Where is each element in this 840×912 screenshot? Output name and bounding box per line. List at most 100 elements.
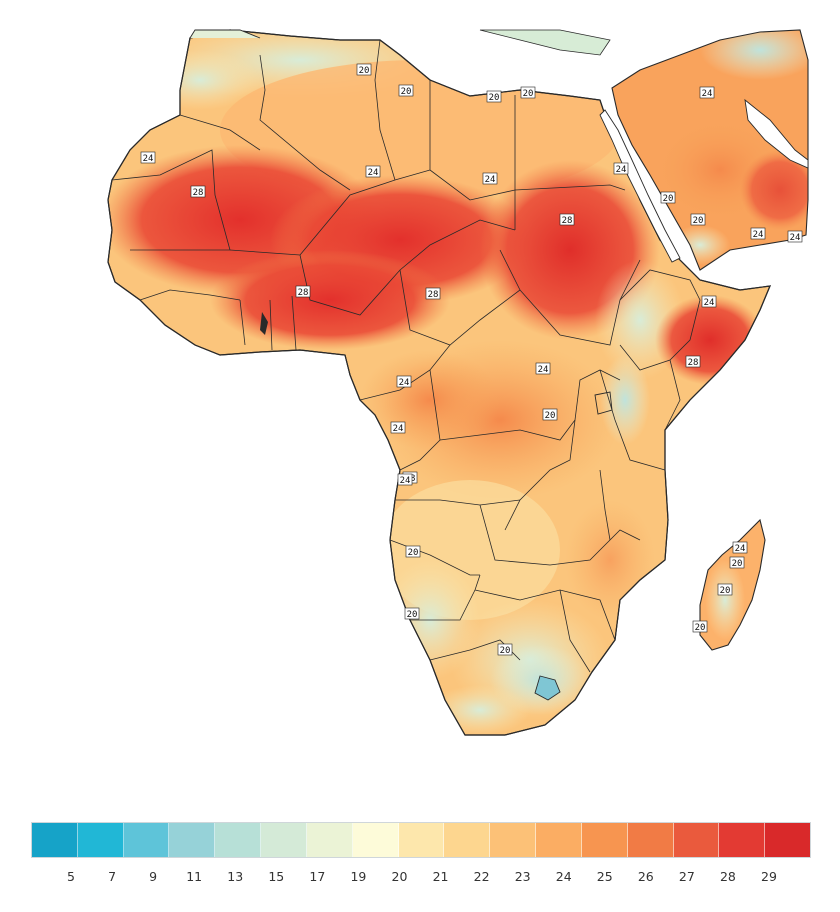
svg-text:28: 28 bbox=[428, 290, 439, 300]
africa-coastline bbox=[107, 29, 771, 736]
svg-text:24: 24 bbox=[143, 154, 154, 164]
colorbar-swatch bbox=[536, 823, 582, 857]
contour-label: 20 bbox=[486, 90, 502, 103]
contour-label: 28 bbox=[425, 287, 441, 300]
svg-text:20: 20 bbox=[732, 559, 743, 569]
svg-text:28: 28 bbox=[298, 288, 309, 298]
contour-label: 24 bbox=[140, 151, 156, 164]
red-sea bbox=[599, 109, 681, 263]
contour-label: 24 bbox=[613, 162, 629, 175]
madagascar-coastline bbox=[699, 518, 766, 651]
svg-text:28: 28 bbox=[193, 188, 204, 198]
contour-label: 20 bbox=[729, 556, 745, 569]
svg-text:20: 20 bbox=[720, 586, 731, 596]
colorbar-tick-label: 7 bbox=[108, 869, 117, 884]
svg-text:20: 20 bbox=[407, 610, 418, 620]
colorbar-tick-label: 26 bbox=[637, 869, 654, 884]
colorbar bbox=[31, 822, 811, 858]
colorbar-swatch bbox=[215, 823, 262, 857]
africa-temperature-map: 20 20 20 20 24 24 24 28 28 28 28 20 24 24 20 28 24 24 24 24… bbox=[107, 29, 809, 736]
contour-label: 24 bbox=[750, 227, 766, 240]
colorbar-tick-label: 21 bbox=[432, 869, 449, 884]
svg-text:24: 24 bbox=[702, 89, 713, 99]
europe-fragment bbox=[189, 29, 261, 39]
svg-text:24: 24 bbox=[538, 365, 549, 375]
colorbar-tick-label: 11 bbox=[186, 869, 203, 884]
colorbar-swatch bbox=[169, 823, 216, 857]
contour-label: 28 bbox=[559, 213, 575, 226]
svg-text:28: 28 bbox=[688, 358, 699, 368]
colorbar-tick-label: 17 bbox=[309, 869, 326, 884]
contour-label: 20 bbox=[542, 408, 558, 421]
contour-label: 20 bbox=[398, 84, 414, 97]
contour-label: 28 bbox=[685, 355, 701, 368]
colorbar-swatch bbox=[123, 823, 170, 857]
contour-label: 20 bbox=[717, 583, 733, 596]
contour-label: 24 bbox=[396, 375, 412, 388]
colorbar-tick-label: 23 bbox=[514, 869, 531, 884]
colorbar-swatch bbox=[444, 823, 491, 857]
svg-text:28: 28 bbox=[562, 216, 573, 226]
svg-text:24: 24 bbox=[704, 298, 715, 308]
contour-label: 24 bbox=[535, 362, 551, 375]
svg-text:24: 24 bbox=[393, 424, 404, 434]
contour-label: 20 bbox=[404, 607, 420, 620]
svg-text:20: 20 bbox=[359, 66, 370, 76]
svg-text:20: 20 bbox=[489, 93, 500, 103]
colorbar-tick-label: 28 bbox=[719, 869, 736, 884]
svg-text:20: 20 bbox=[695, 623, 706, 633]
colorbar-swatch bbox=[581, 823, 628, 857]
colorbar-tick-label: 15 bbox=[268, 869, 285, 884]
colorbar-swatch bbox=[352, 823, 399, 857]
contour-label: 24 bbox=[365, 165, 381, 178]
colorbar-swatch bbox=[306, 823, 353, 857]
colorbar-swatch bbox=[719, 823, 766, 857]
svg-text:20: 20 bbox=[545, 411, 556, 421]
colorbar-tick-label: 13 bbox=[227, 869, 244, 884]
contour-label: 24 bbox=[397, 473, 413, 486]
svg-text:24: 24 bbox=[485, 175, 496, 185]
colorbar-tick-label: 27 bbox=[678, 869, 695, 884]
colorbar-ticks: 5 7 9 11 13 15 17 19 20 21 22 23 24 25 26 27 28 29 bbox=[31, 869, 809, 889]
contour-label: 20 bbox=[690, 213, 706, 226]
svg-text:24: 24 bbox=[616, 165, 627, 175]
colorbar-swatch bbox=[77, 823, 124, 857]
colorbar-swatch bbox=[490, 823, 537, 857]
contour-label: 20 bbox=[356, 63, 372, 76]
svg-text:24: 24 bbox=[368, 168, 379, 178]
lesotho bbox=[534, 675, 561, 701]
contour-label: 28 bbox=[295, 285, 311, 298]
svg-text:24: 24 bbox=[790, 233, 801, 243]
svg-text:20: 20 bbox=[500, 646, 511, 656]
contour-label: 24 bbox=[701, 295, 717, 308]
colorbar-swatch bbox=[261, 823, 307, 857]
colorbar-tick-label: 25 bbox=[596, 869, 613, 884]
svg-text:24: 24 bbox=[735, 544, 746, 554]
colorbar-swatch bbox=[673, 823, 720, 857]
svg-text:24: 24 bbox=[399, 378, 410, 388]
svg-text:24: 24 bbox=[753, 230, 764, 240]
colorbar-tick-label: 9 bbox=[149, 869, 158, 884]
svg-text:20: 20 bbox=[401, 87, 412, 97]
country-borders bbox=[111, 39, 701, 673]
svg-text:20: 20 bbox=[408, 548, 419, 558]
contour-label: 28 bbox=[190, 185, 206, 198]
lake-volta bbox=[260, 312, 268, 335]
persian-gulf bbox=[744, 98, 809, 169]
colorbar-swatch bbox=[627, 823, 674, 857]
colorbar-tick-label: 19 bbox=[350, 869, 367, 884]
svg-text:24: 24 bbox=[400, 476, 411, 486]
svg-text:20: 20 bbox=[523, 89, 534, 99]
contour-label: 24 bbox=[787, 230, 803, 243]
map-canvas: 20 20 20 20 24 24 24 28 28 28 28 20 24 24 20 28 24 24 24 24… bbox=[107, 29, 809, 736]
contour-label: 20 bbox=[497, 643, 513, 656]
colorbar-swatch bbox=[32, 823, 78, 857]
colorbar-tick-label: 24 bbox=[555, 869, 572, 884]
colorbar-swatch bbox=[398, 823, 445, 857]
contour-label: 24 bbox=[390, 421, 406, 434]
colorbar-tick-label: 20 bbox=[391, 869, 408, 884]
contour-label: 20 bbox=[660, 191, 676, 204]
contour-label: 24 bbox=[482, 172, 498, 185]
colorbar-tick-label: 22 bbox=[473, 869, 490, 884]
contour-label: 20 bbox=[405, 545, 421, 558]
